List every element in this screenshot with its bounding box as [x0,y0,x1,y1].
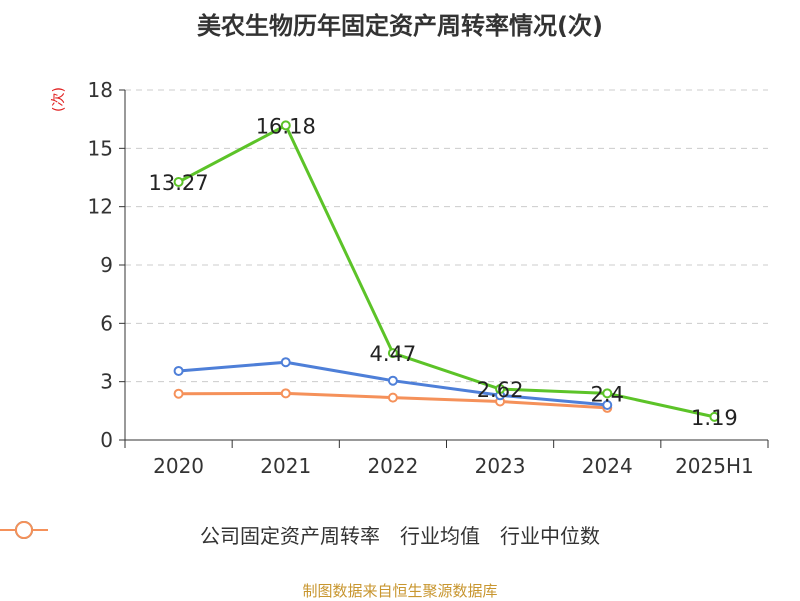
y-tick-label: 0 [100,428,113,452]
data-label: 13.27 [149,171,209,195]
data-point [387,392,398,403]
data-point [280,388,291,399]
data-source-note: 制图数据来自恒生聚源数据库 [302,582,498,600]
chart-title: 美农生物历年固定资产周转率情况(次) [197,12,603,40]
legend-label: 行业均值 [400,524,480,548]
data-label: 2.62 [477,378,524,402]
data-point [280,120,291,131]
y-tick-label: 9 [100,253,113,277]
x-tick-label: 2024 [582,454,633,478]
data-point [173,365,184,376]
y-tick-label: 3 [100,370,113,394]
x-tick-label: 2022 [367,454,418,478]
data-label: 2.4 [591,382,624,406]
y-tick-label: 15 [88,136,113,160]
legend-item-industry-mean[interactable]: 行业均值 [0,520,480,549]
y-tick-label: 18 [88,78,113,102]
data-point [709,411,720,422]
legend-item-industry-median[interactable]: 行业中位数 [0,520,600,549]
data-label: 16.18 [256,114,316,138]
series-line [177,123,715,419]
data-label: 4.47 [370,342,417,366]
y-tick-label: 6 [100,311,113,335]
data-point [387,375,398,386]
legend-label: 公司固定资产周转率 [200,524,380,548]
data-point [495,384,506,395]
data-point [387,348,398,359]
x-tick-label: 2025H1 [675,454,754,478]
legend-label: 行业中位数 [500,524,600,548]
legend-line-marker-icon [0,521,48,539]
data-point [173,388,184,399]
data-label: 1.19 [691,406,738,430]
line-chart: 0 3 6 9 12 15 18 2020 2021 2022 2023 2024 2025H1 13.2… [88,78,769,478]
x-tick-label: 2020 [153,454,204,478]
y-tick-label: 12 [88,195,113,219]
data-point [280,357,291,368]
legend: 公司固定资产周转率 行业均值 行业中位数 [0,520,800,549]
data-point [602,388,613,399]
x-tick-label: 2021 [260,454,311,478]
x-tick-label: 2023 [475,454,526,478]
legend-item-company[interactable]: 公司固定资产周转率 [0,520,380,549]
data-point [173,176,184,187]
data-point [602,400,613,410]
